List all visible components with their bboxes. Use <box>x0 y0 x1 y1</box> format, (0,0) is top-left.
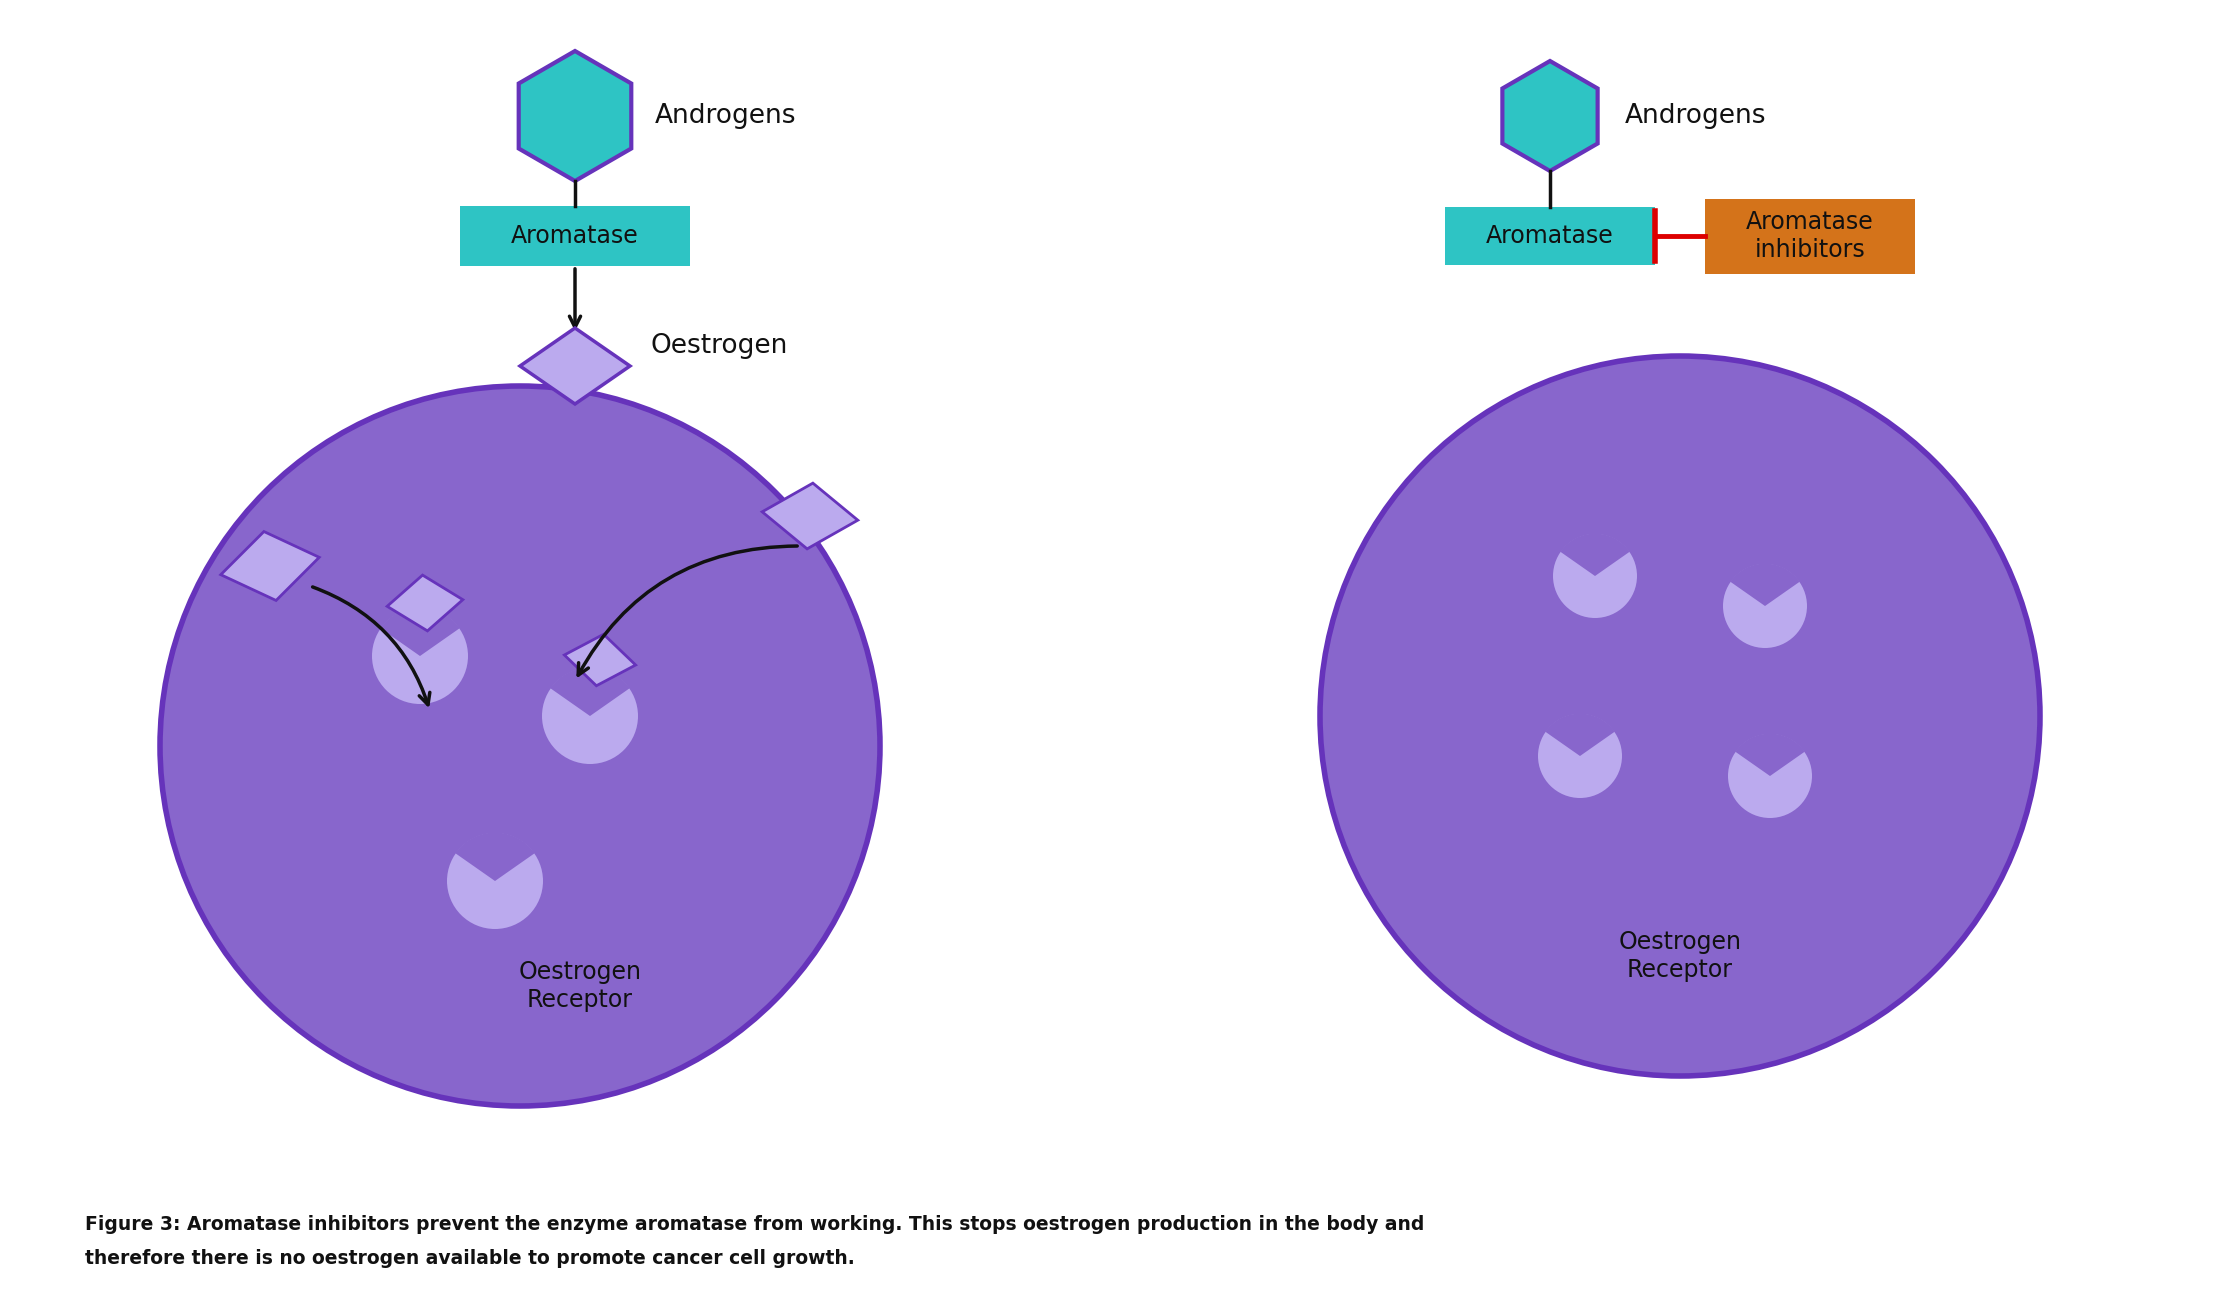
Text: Androgens: Androgens <box>1624 102 1767 130</box>
Text: Oestrogen
Receptor: Oestrogen Receptor <box>1617 931 1743 982</box>
Polygon shape <box>1503 61 1597 171</box>
Circle shape <box>161 386 880 1105</box>
Wedge shape <box>380 608 460 656</box>
Polygon shape <box>518 51 632 181</box>
Polygon shape <box>521 328 630 404</box>
Circle shape <box>1729 734 1812 818</box>
Wedge shape <box>550 667 630 715</box>
Polygon shape <box>762 483 858 550</box>
Circle shape <box>1320 356 2040 1076</box>
Text: Aromatase: Aromatase <box>512 224 639 248</box>
Polygon shape <box>386 575 462 631</box>
Text: Oestrogen: Oestrogen <box>650 333 786 359</box>
Circle shape <box>1722 564 1807 648</box>
Text: Figure 3: Aromatase inhibitors prevent the enzyme aromatase from working. This s: Figure 3: Aromatase inhibitors prevent t… <box>85 1214 1425 1234</box>
Circle shape <box>1537 714 1622 798</box>
Text: Aromatase
inhibitors: Aromatase inhibitors <box>1747 210 1874 262</box>
Polygon shape <box>565 634 637 686</box>
Polygon shape <box>221 531 319 600</box>
Text: Oestrogen
Receptor: Oestrogen Receptor <box>518 960 641 1012</box>
FancyBboxPatch shape <box>460 206 690 266</box>
Wedge shape <box>456 832 534 881</box>
Circle shape <box>447 833 543 929</box>
FancyBboxPatch shape <box>1705 198 1915 273</box>
Circle shape <box>1553 534 1638 618</box>
Wedge shape <box>1546 714 1615 756</box>
Wedge shape <box>1736 734 1805 776</box>
Text: therefore there is no oestrogen available to promote cancer cell growth.: therefore there is no oestrogen availabl… <box>85 1248 856 1267</box>
Text: Aromatase: Aromatase <box>1486 224 1613 248</box>
FancyBboxPatch shape <box>1445 207 1655 264</box>
Circle shape <box>543 667 639 765</box>
Text: Androgens: Androgens <box>655 102 798 130</box>
Wedge shape <box>1559 534 1631 575</box>
Circle shape <box>373 608 467 704</box>
Wedge shape <box>1731 564 1801 607</box>
